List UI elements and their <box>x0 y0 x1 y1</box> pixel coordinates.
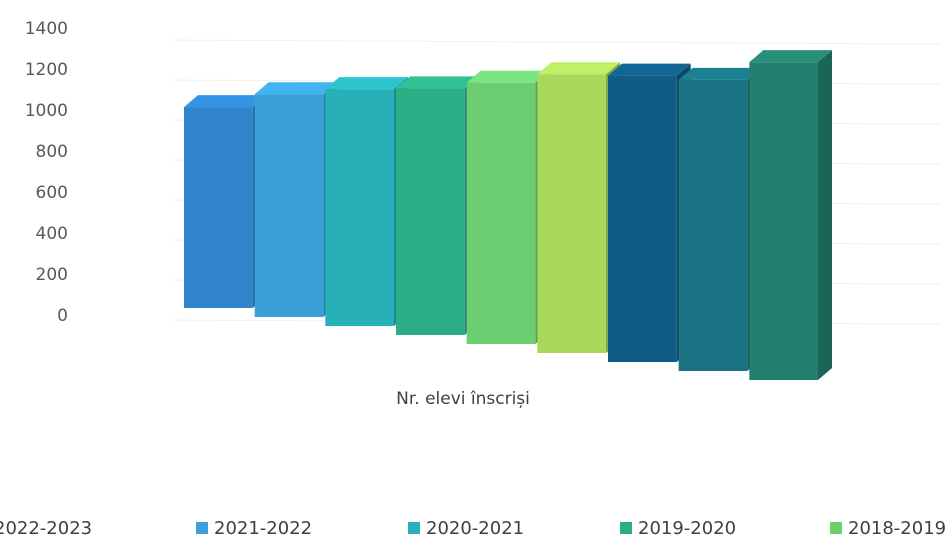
legend-label: 2018-2019 <box>848 518 946 539</box>
x-axis-label: Nr. elevi înscriși <box>396 389 530 409</box>
legend-label: 2020-2021 <box>426 518 524 539</box>
bar-2018-2019 <box>466 70 550 345</box>
bar-top <box>254 82 338 95</box>
bar-top <box>466 70 550 83</box>
y-tick-label: 400 <box>36 224 68 244</box>
legend: 2022-2023 2021-2022 2020-2021 2019-2020 2018… <box>0 518 946 539</box>
gridline <box>169 39 941 45</box>
legend-item-2022-2023: 2022-2023 <box>0 518 92 539</box>
bar-top <box>749 50 832 63</box>
bar-top <box>396 76 479 89</box>
bar-front <box>396 88 465 335</box>
bars <box>184 50 832 380</box>
bar-2016-2017 <box>608 63 691 363</box>
bar-2022-2023 <box>184 95 267 308</box>
y-tick-label: 0 <box>57 306 68 326</box>
legend-swatch <box>830 522 842 534</box>
legend-label: 2022-2023 <box>0 518 92 539</box>
legend-item-2019-2020: 2019-2020 <box>620 518 736 539</box>
y-tick-label: 600 <box>36 183 68 203</box>
bar-front <box>466 82 536 345</box>
bar-top <box>325 77 408 90</box>
legend-label: 2019-2020 <box>638 518 736 539</box>
legend-item-2020-2021: 2020-2021 <box>408 518 524 539</box>
bar-top <box>678 67 762 80</box>
bar-front <box>678 79 748 371</box>
bar-2015-2016 <box>678 67 762 371</box>
bar-top <box>608 63 691 76</box>
legend-swatch <box>408 522 420 534</box>
bar-front <box>537 74 606 353</box>
y-tick-label: 1200 <box>25 60 68 80</box>
y-tick-label: 800 <box>36 142 68 162</box>
legend-swatch <box>196 522 208 534</box>
y-tick-label: 200 <box>36 265 68 285</box>
legend-item-2021-2022: 2021-2022 <box>196 518 312 539</box>
bar-2020-2021 <box>325 77 408 326</box>
legend-item-2018-2019: 2018-2019 <box>830 518 946 539</box>
bar-front <box>254 94 324 318</box>
bar-2019-2020 <box>396 76 479 335</box>
y-axis-ticks: 0 200 400 600 800 1000 1200 1400 <box>25 19 68 326</box>
y-tick-label: 1400 <box>25 19 68 39</box>
legend-label: 2021-2022 <box>214 518 312 539</box>
bar-top <box>537 62 620 75</box>
bar-front <box>184 107 253 308</box>
bar-2017-2018 <box>537 62 620 353</box>
bar-front <box>749 62 818 380</box>
legend-swatch <box>620 522 632 534</box>
bar-2021-2022 <box>254 82 338 318</box>
bar-2014-2015 <box>749 50 832 380</box>
bar-front <box>608 75 677 363</box>
y-tick-label: 1000 <box>25 101 68 121</box>
bar-top <box>184 95 267 108</box>
bar-front <box>325 89 394 326</box>
bar-side <box>818 50 832 380</box>
